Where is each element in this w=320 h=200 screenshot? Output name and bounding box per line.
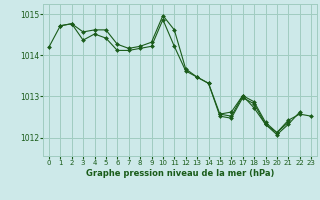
X-axis label: Graphe pression niveau de la mer (hPa): Graphe pression niveau de la mer (hPa) — [86, 169, 274, 178]
